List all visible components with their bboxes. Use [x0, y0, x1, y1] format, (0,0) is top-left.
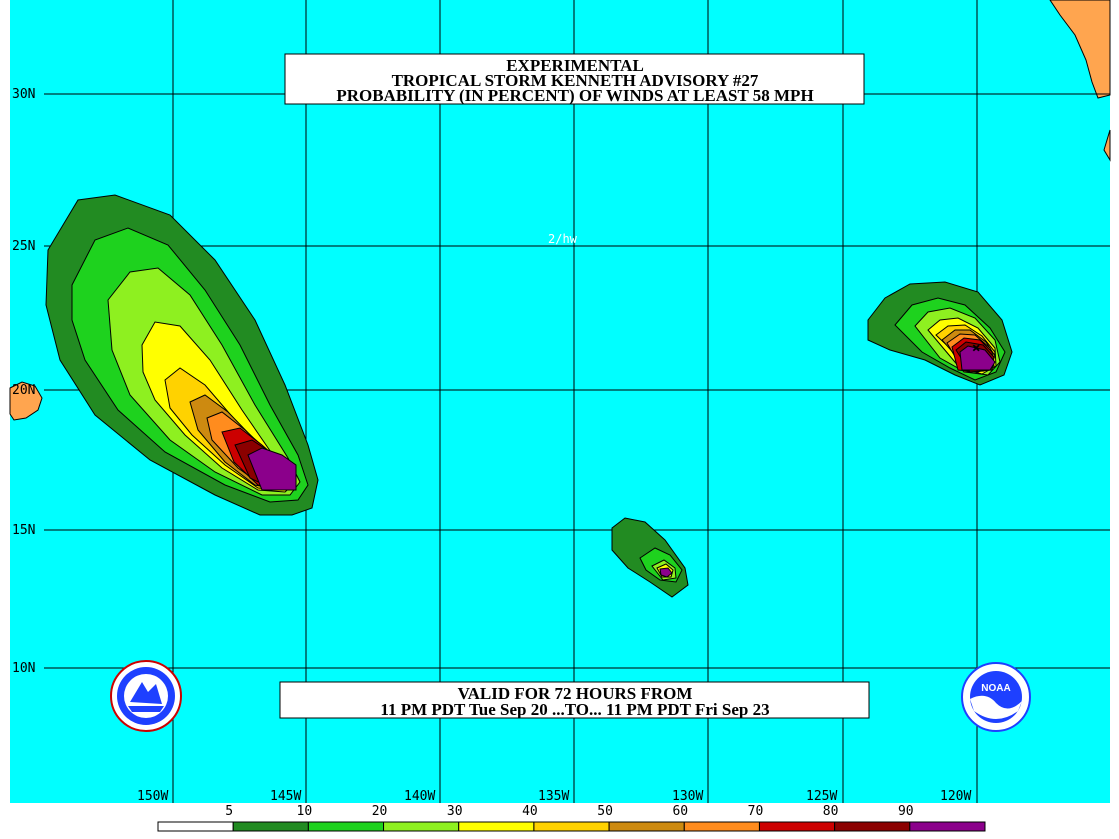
forecaster-annotation: 2/hw: [548, 232, 578, 246]
lon-label-130w: 130W: [672, 789, 703, 804]
lat-label-20n: 20N: [12, 383, 35, 398]
legend-swatch: [608, 821, 685, 832]
lon-label-120w: 120W: [940, 789, 971, 804]
longitude-labels: 150W 145W 140W 135W 130W 125W 120W: [137, 789, 971, 804]
lon-label-145w: 145W: [270, 789, 301, 804]
title-line-2: TROPICAL STORM KENNETH ADVISORY #27: [392, 71, 759, 90]
legend-value-label: 90: [898, 804, 914, 819]
legend-swatch: [307, 821, 385, 832]
legend-swatch: [458, 821, 535, 832]
probability-swath-middle: [611, 517, 689, 598]
swath-east-90: [959, 345, 996, 371]
legend-value-label: 70: [748, 804, 764, 819]
lon-label-135w: 135W: [538, 789, 569, 804]
grid-lines: [44, 0, 1110, 803]
lat-label-30n: 30N: [12, 87, 35, 102]
lon-label-125w: 125W: [806, 789, 837, 804]
legend-value-label: 10: [297, 804, 313, 819]
nws-logo: [110, 660, 182, 732]
lat-label-25n: 25N: [12, 239, 35, 254]
lon-label-140w: 140W: [404, 789, 435, 804]
probability-swath-east: ×: [867, 281, 1013, 386]
valid-line-1: VALID FOR 72 HOURS FROM: [458, 684, 693, 703]
valid-time-box: VALID FOR 72 HOURS FROM 11 PM PDT Tue Se…: [279, 681, 870, 719]
storm-center-marker: ×: [972, 343, 980, 354]
probability-swath-west: [45, 194, 319, 516]
title-line-3: PROBABILITY (IN PERCENT) OF WINDS AT LEA…: [336, 86, 813, 105]
legend-swatch: [157, 821, 234, 832]
legend-swatch: [758, 821, 836, 832]
title-box: EXPERIMENTAL TROPICAL STORM KENNETH ADVI…: [284, 53, 865, 105]
legend-value-label: 60: [672, 804, 688, 819]
legend-swatch: [383, 821, 460, 832]
swath-west-90: [247, 447, 297, 491]
bottom-band: [0, 803, 1119, 839]
legend-value-label: 30: [447, 804, 463, 819]
mexico-land: [1049, 0, 1111, 162]
probability-legend: 5 10 20 30 40 50 60 70 80 90: [157, 804, 986, 832]
latitude-labels: 30N 25N 20N 15N 10N: [12, 87, 35, 676]
swath-middle-40: [659, 567, 673, 578]
valid-line-2: 11 PM PDT Tue Sep 20 ...TO... 11 PM PDT …: [380, 700, 769, 719]
legend-swatch: [834, 821, 911, 832]
lon-label-150w: 150W: [137, 789, 168, 804]
lat-label-10n: 10N: [12, 661, 35, 676]
legend-swatch: [909, 821, 986, 832]
legend-value-label: 20: [372, 804, 388, 819]
legend-swatch: [533, 821, 610, 832]
hawaii-island: [9, 381, 43, 421]
svg-text:NOAA: NOAA: [981, 683, 1010, 694]
legend-swatch: [232, 821, 309, 832]
title-line-1: EXPERIMENTAL: [506, 56, 644, 75]
legend-swatch: [683, 821, 760, 832]
noaa-logo: NOAA: [961, 662, 1031, 732]
legend-value-label: 80: [823, 804, 839, 819]
legend-value-label: 5: [225, 804, 233, 819]
legend-value-label: 40: [522, 804, 538, 819]
legend-value-label: 50: [597, 804, 613, 819]
lat-label-15n: 15N: [12, 523, 35, 538]
